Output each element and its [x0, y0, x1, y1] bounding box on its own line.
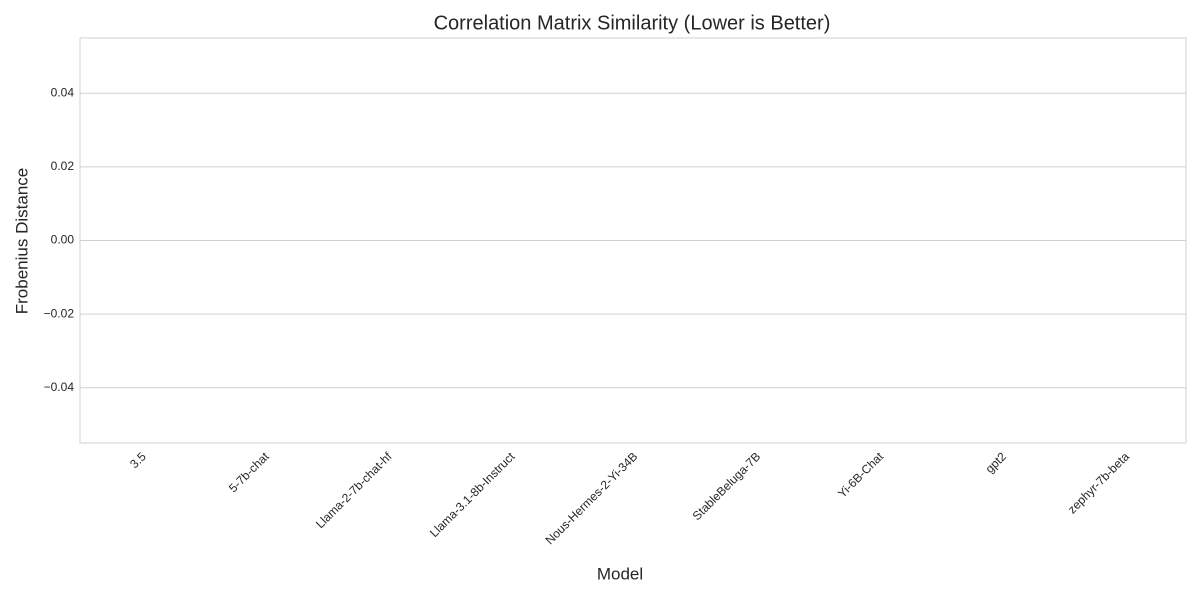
x-tick-label: zephyr-7b-beta	[1065, 449, 1132, 516]
x-tick-label: 3.5	[127, 449, 149, 471]
plot-frame	[79, 37, 1187, 444]
x-tick-label: StableBeluga-7B	[690, 449, 764, 523]
y-tick-label: −0.04	[44, 380, 75, 394]
x-tick-label: Llama-3.1-8b-Instruct	[427, 449, 518, 540]
y-tick-label: 0.00	[51, 233, 75, 247]
x-tick-label: 5-7b-chat	[226, 449, 272, 495]
y-tick-label: −0.02	[44, 306, 75, 320]
x-axis-label: Model	[597, 564, 643, 583]
x-tick-label: Llama-2-7b-chat-hf	[313, 449, 395, 531]
x-tick-label: Nous-Hermes-2-Yi-34B	[543, 449, 641, 547]
y-axis-label: Frobenius Distance	[12, 168, 31, 314]
y-tick-label: 0.04	[51, 85, 75, 99]
chart-title: Correlation Matrix Similarity (Lower is …	[434, 12, 831, 34]
x-tick-label: gpt2	[983, 449, 1010, 476]
x-tick-label: Yi-6B-Chat	[835, 449, 887, 501]
y-tick-label: 0.02	[51, 159, 75, 173]
